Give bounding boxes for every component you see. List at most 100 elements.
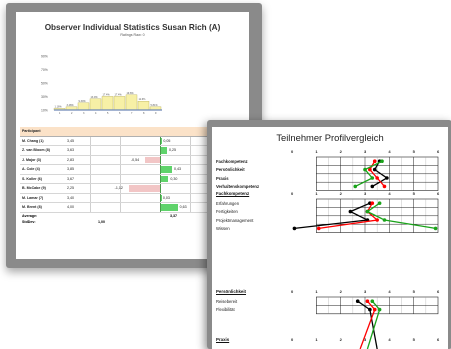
profile-line-black: [371, 160, 389, 187]
histogram-bar-label: 6: [119, 112, 121, 115]
deviation-value: -0,54: [130, 157, 140, 162]
average-line: [160, 146, 161, 155]
table-gridline: [90, 184, 91, 193]
histogram-bar-value: 9.30%: [79, 100, 87, 103]
table-gridline: [190, 184, 191, 193]
deviation-value: 0,25: [169, 148, 176, 152]
histogram-bar-value: 11.6%: [139, 98, 147, 101]
table-gridline: [120, 184, 121, 193]
table-gridline: [190, 165, 191, 174]
scale-number: 6: [437, 337, 440, 342]
table-gridline: [190, 203, 191, 212]
histogram-bar-label: 1: [59, 112, 61, 115]
deviation-bar: [144, 156, 160, 163]
deviation-bar: [160, 175, 169, 182]
participant-value: 3,85: [67, 167, 74, 171]
participant-name: M. Chang (1): [22, 138, 44, 143]
profile-point-green: [380, 159, 384, 163]
average-line: [160, 155, 161, 164]
profile-row-label: Fertigkeiten: [216, 209, 238, 215]
scale-number: 4: [388, 337, 391, 342]
scale-number: 5: [412, 149, 415, 154]
table-gridline: [120, 174, 121, 183]
profile-point-black: [292, 226, 297, 231]
participant-value: 3,63: [67, 148, 74, 152]
profile-point-black: [348, 209, 353, 214]
histogram-bar-value: 19.8%: [127, 92, 135, 95]
profile-line-green: [366, 202, 436, 230]
histogram-bar-value: 17.4%: [103, 93, 111, 96]
histogram-bar-value: 1.16%: [55, 105, 63, 108]
histogram-bar: [125, 94, 138, 111]
deviation-value: -1,12: [114, 186, 123, 190]
stddev-value: 1,00: [98, 219, 105, 224]
profile-row-label: Reisebereit: [216, 299, 238, 304]
profile-row-label: Erfahrungen: [216, 201, 240, 206]
profile-point-black: [355, 299, 360, 303]
front-report-title: Teilnehmer Profilvergleich: [276, 132, 384, 143]
back-report-title: Observer Individual Statistics Susan Ric…: [44, 23, 221, 32]
profile-point-green: [433, 226, 438, 231]
participant-row: Z. van Bloom (8) 3,63 0,25: [20, 146, 220, 156]
participant-value: 4,00: [67, 205, 74, 209]
profile-point-red: [375, 176, 379, 180]
histogram-y-tick: 70%: [41, 68, 48, 72]
profile-point-green: [365, 209, 370, 214]
average-label: Average:: [22, 213, 38, 218]
participant-name: B. McCabe (9): [22, 186, 46, 190]
average-line: [160, 136, 161, 145]
profile-point-red: [365, 299, 370, 303]
scale-number: 2: [339, 191, 342, 196]
histogram-bar-label: 7: [131, 112, 133, 115]
scale-number: 6: [437, 149, 440, 154]
participant-value: 3,40: [67, 195, 74, 200]
table-gridline: [90, 165, 91, 174]
scale-number: 2: [339, 149, 342, 154]
profile-point-green: [370, 299, 375, 303]
profile-point-red: [375, 218, 379, 222]
profile-row-label: Fachkompetenz: [216, 159, 248, 164]
table-gridline: [90, 136, 91, 145]
profile-row-label: Verhaltenskompetenz: [216, 184, 260, 190]
profile-point-green: [370, 176, 375, 180]
average-line: [160, 174, 161, 183]
profile-point-green: [353, 184, 358, 189]
scale-number: 4: [388, 191, 391, 196]
stddev-label: StdDev:: [22, 219, 36, 224]
histogram-bar: [137, 101, 150, 111]
participant-header-label: Participant: [22, 129, 41, 133]
histogram-bar-label: 3: [83, 112, 85, 115]
profile-point-red: [382, 184, 387, 189]
table-gridline: [190, 174, 191, 183]
histogram-y-tick: 30%: [41, 95, 48, 99]
front-report-window[interactable]: Teilnehmer Profilvergleich 0 1 2 3 4 5 6 Fachko…: [207, 120, 451, 349]
histogram-bar-label: 9: [155, 112, 157, 115]
participant-name: M. Lamar (7): [22, 195, 44, 200]
participant-value: 3,45: [67, 138, 74, 143]
average-row: Average: 3,37: [20, 213, 220, 219]
deviation-value: 0,03: [162, 195, 170, 200]
scale-number: 0: [291, 191, 294, 196]
average-line: [160, 165, 161, 174]
profile-line-green-continuation: [366, 309, 381, 349]
profile-row-label: Praxis: [216, 175, 229, 181]
scale-number: 0: [291, 289, 294, 294]
scale-number: 0: [291, 337, 294, 342]
profile-point-black: [385, 176, 389, 180]
table-gridline: [90, 146, 91, 155]
histogram-bar-value: 17.4%: [115, 93, 123, 96]
scale-number: 6: [437, 289, 440, 294]
table-gridline: [190, 193, 191, 202]
scale-number: 4: [388, 149, 391, 154]
scale-number: 3: [364, 191, 367, 196]
table-gridline: [190, 146, 191, 155]
table-gridline: [90, 203, 91, 212]
table-gridline: [120, 203, 121, 212]
scale-number: 3: [364, 289, 367, 294]
histogram-bar-value: 3.48%: [67, 104, 75, 107]
histogram-bar: [113, 96, 126, 111]
scale-number: 5: [412, 191, 415, 196]
deviation-value: 0,43: [174, 167, 182, 171]
section-title: Fachkompetenz: [216, 191, 250, 196]
average-line: [160, 184, 161, 193]
